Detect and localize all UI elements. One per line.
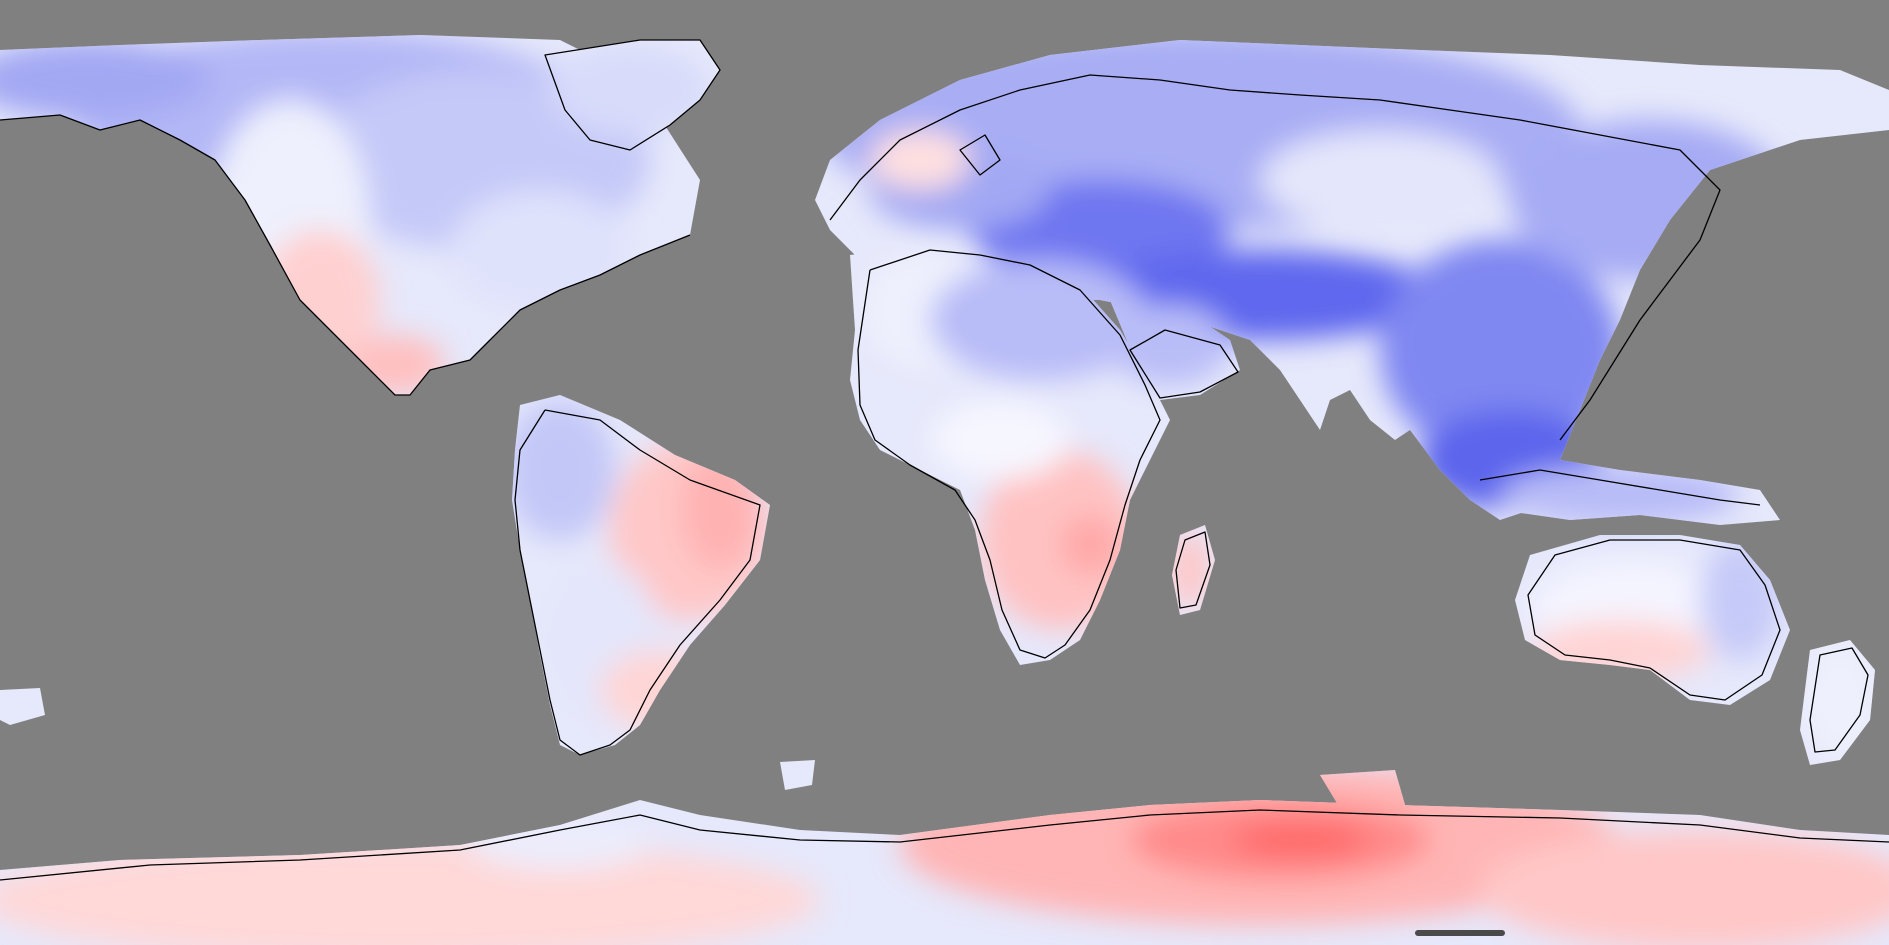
- coastlines: [0, 39, 1889, 881]
- horizontal-scrollbar-thumb[interactable]: [1415, 930, 1505, 936]
